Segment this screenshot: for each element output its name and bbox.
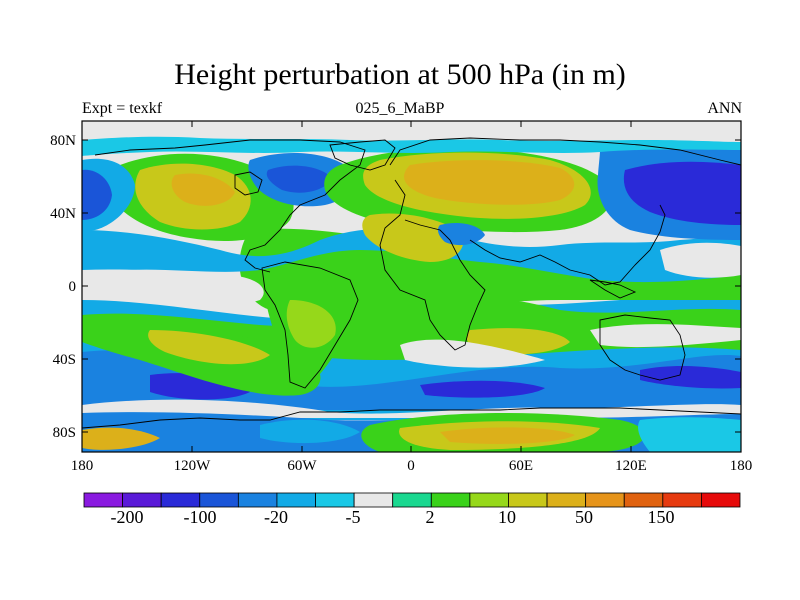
antarctic-orange-east [440, 427, 575, 444]
x-tick-label: 180 [71, 458, 94, 474]
north-pacific-dark-blue-west [82, 169, 112, 220]
colorbar-label: -200 [111, 507, 144, 527]
east-pacific-white [660, 242, 741, 278]
x-tick-label: 120W [174, 458, 212, 474]
coast-eurasia [389, 137, 741, 166]
colorbar-swatch [662, 492, 702, 508]
southern-dark-blue-1 [150, 373, 250, 400]
colorbar-label: 10 [498, 507, 516, 527]
colorbar-swatch [546, 492, 587, 508]
coastlines [82, 137, 741, 429]
colorbar-label: 150 [648, 507, 675, 527]
colorbar-label: -5 [346, 507, 361, 527]
case-label: 025_6_MaBP [355, 100, 445, 117]
south-pacific-yellow [148, 330, 270, 365]
colorbar-swatch [585, 492, 625, 508]
antarctic-cyan [260, 419, 360, 444]
colorbar-swatch [315, 492, 355, 508]
x-tick-label: 60E [509, 458, 533, 474]
experiment-label: Expt = texkf [82, 100, 163, 117]
colorbar-label: 2 [426, 507, 435, 527]
colorbar [83, 492, 741, 508]
y-tick-label: 40S [53, 352, 76, 368]
colorbar-swatch [701, 492, 741, 508]
colorbar-swatch [83, 492, 123, 508]
north-america-orange [171, 173, 235, 206]
axis-ticks [81, 121, 742, 452]
season-label: ANN [707, 100, 742, 117]
y-tick-label: 40N [50, 206, 76, 222]
colorbar-label: -20 [264, 507, 288, 527]
x-tick-label: 180 [730, 458, 753, 474]
y-tick-label: 0 [69, 279, 77, 295]
y-tick-labels: 80N 40N 0 40S 80S [50, 133, 76, 441]
coast-indonesia [589, 279, 637, 299]
colorbar-swatch [122, 492, 162, 508]
coast-north-america [94, 139, 366, 273]
antarctic-white-band [82, 399, 741, 418]
antarctic-cyan-east [638, 417, 741, 452]
x-tick-label: 60W [287, 458, 317, 474]
colorbar-swatch [623, 492, 664, 508]
x-tick-label: 0 [407, 458, 415, 474]
map-title: Height perturbation at 500 hPa (in m) [174, 58, 626, 91]
canada-dark-blue [266, 165, 332, 193]
coast-greenland [329, 139, 396, 171]
y-tick-label: 80S [53, 425, 76, 441]
coast-hudson-bay [234, 171, 263, 196]
coast-asia-south [469, 204, 666, 286]
southern-dark-blue-3 [640, 366, 741, 389]
colorbar-swatch [353, 492, 394, 508]
coast-south-america [261, 261, 359, 389]
southern-ocean-belt [82, 350, 741, 410]
southern-dark-blue-2 [420, 380, 545, 398]
eurasia-orange [404, 160, 575, 205]
coast-antarctica [82, 407, 741, 429]
antarctic-yellow-west [82, 427, 160, 450]
colorbar-swatch [430, 492, 471, 508]
colorbar-swatch [237, 492, 278, 508]
colorbar-label: 50 [575, 507, 593, 527]
x-tick-labels: 180 120W 60W 0 60E 120E 180 [71, 458, 753, 474]
australia-neutral [590, 324, 741, 348]
equatorial-green [239, 228, 741, 318]
indian-ocean-white [400, 339, 545, 368]
y-tick-label: 80N [50, 133, 76, 149]
colorbar-swatch [469, 492, 509, 508]
north-blue-band [82, 228, 741, 283]
coast-australia [599, 314, 686, 381]
coast-europe-africa [379, 179, 486, 351]
colorbar-label: -100 [184, 507, 217, 527]
colorbar-swatch [199, 492, 239, 508]
x-tick-label: 120E [615, 458, 647, 474]
contour-field [82, 121, 741, 452]
south-america-yellow-green [286, 300, 336, 348]
north-pacific-dark-blue [623, 161, 741, 225]
colorbar-swatch [276, 492, 316, 508]
colorbar-swatch [508, 492, 548, 508]
colorbar-swatch [392, 492, 432, 508]
arctic-band-white [82, 121, 741, 141]
pacific-white [82, 269, 264, 306]
colorbar-swatch [160, 492, 201, 508]
colorbar-labels: -200 -100 -20 -5 2 10 50 150 [111, 507, 675, 527]
